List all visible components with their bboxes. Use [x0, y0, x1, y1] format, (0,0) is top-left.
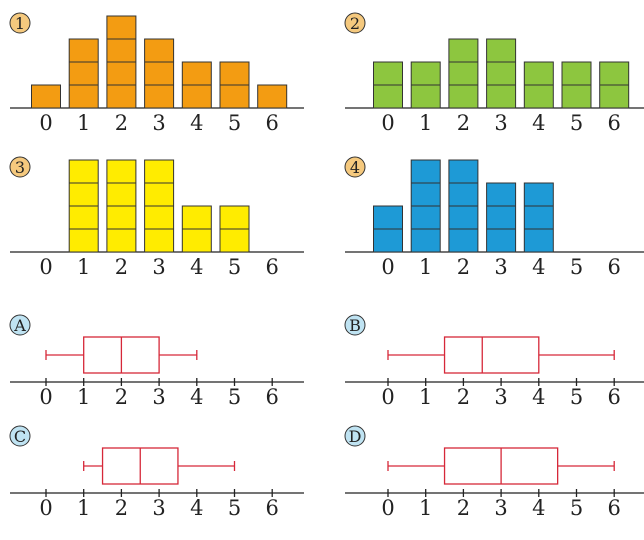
x-tick-label: 5 — [570, 111, 583, 135]
x-tick-label: 4 — [532, 496, 545, 520]
x-tick-label: 3 — [494, 255, 507, 279]
x-tick-label: 0 — [381, 496, 394, 520]
bar — [486, 38, 517, 109]
x-tick-label: 5 — [570, 496, 583, 520]
x-tick-label: 6 — [266, 496, 279, 520]
panel-label-badge — [9, 314, 31, 336]
panel-label: 2 — [350, 14, 360, 33]
x-tick-label: 5 — [228, 111, 241, 135]
x-tick-label: 1 — [77, 496, 90, 520]
x-tick-label: 2 — [115, 255, 128, 279]
x-tick-label: 3 — [494, 385, 507, 409]
x-tick-label: 0 — [39, 111, 52, 135]
panel-label-badge — [344, 425, 366, 447]
x-tick-label: 2 — [457, 255, 470, 279]
x-tick-label: 1 — [419, 255, 432, 279]
x-tick-label: 5 — [228, 255, 241, 279]
panel-label: B — [349, 316, 361, 335]
x-tick-label: 4 — [532, 111, 545, 135]
panel-label-badge — [9, 12, 31, 34]
panel-label: 3 — [15, 158, 25, 177]
panel-label-badge — [9, 156, 31, 178]
x-tick-label: 3 — [494, 111, 507, 135]
x-tick-label: 6 — [266, 255, 279, 279]
x-tick-label: 4 — [532, 385, 545, 409]
x-tick-label: 1 — [419, 111, 432, 135]
x-tick-label: 0 — [381, 111, 394, 135]
bar — [144, 38, 175, 109]
panel-label: D — [349, 427, 362, 446]
panel-label: 4 — [350, 158, 360, 177]
iqr-box — [443, 336, 540, 374]
bar — [486, 182, 517, 253]
panel-label: 1 — [15, 14, 25, 33]
x-tick-label: 1 — [77, 255, 90, 279]
x-tick-label: 6 — [608, 496, 621, 520]
x-tick-label: 5 — [228, 496, 241, 520]
x-tick-label: 0 — [39, 385, 52, 409]
panel-label-badge — [9, 425, 31, 447]
x-tick-label: 2 — [457, 496, 470, 520]
x-tick-label: 2 — [115, 496, 128, 520]
x-tick-label: 0 — [381, 385, 394, 409]
panel-label: A — [13, 316, 26, 335]
x-tick-label: 4 — [190, 111, 203, 135]
x-tick-label: 5 — [228, 385, 241, 409]
x-tick-label: 5 — [570, 385, 583, 409]
x-tick-label: 4 — [532, 255, 545, 279]
panel-label-badge — [344, 12, 366, 34]
x-tick-label: 3 — [152, 385, 165, 409]
bar — [448, 38, 479, 109]
x-tick-label: 0 — [39, 496, 52, 520]
x-tick-label: 6 — [266, 385, 279, 409]
bar — [31, 84, 61, 109]
x-tick-label: 2 — [457, 111, 470, 135]
bar — [523, 182, 554, 253]
x-tick-label: 4 — [190, 385, 203, 409]
panel-label-badge — [344, 156, 366, 178]
panel-label-badge — [344, 314, 366, 336]
x-tick-label: 0 — [39, 255, 52, 279]
x-tick-label: 6 — [608, 111, 621, 135]
x-tick-label: 5 — [570, 255, 583, 279]
x-tick-label: 3 — [494, 496, 507, 520]
x-tick-label: 3 — [152, 496, 165, 520]
x-tick-label: 3 — [152, 111, 165, 135]
x-tick-label: 2 — [115, 385, 128, 409]
panel-label: C — [14, 427, 26, 446]
x-tick-label: 1 — [419, 385, 432, 409]
bar — [68, 38, 99, 109]
x-tick-label: 1 — [77, 111, 90, 135]
x-tick-label: 1 — [419, 496, 432, 520]
x-tick-label: 6 — [608, 385, 621, 409]
x-tick-label: 1 — [77, 385, 90, 409]
x-tick-label: 2 — [457, 385, 470, 409]
x-tick-label: 4 — [190, 496, 203, 520]
x-tick-label: 0 — [381, 255, 394, 279]
x-tick-label: 2 — [115, 111, 128, 135]
bar — [257, 84, 288, 109]
x-tick-label: 6 — [608, 255, 621, 279]
x-tick-label: 3 — [152, 255, 165, 279]
x-tick-label: 6 — [266, 111, 279, 135]
x-tick-label: 4 — [190, 255, 203, 279]
